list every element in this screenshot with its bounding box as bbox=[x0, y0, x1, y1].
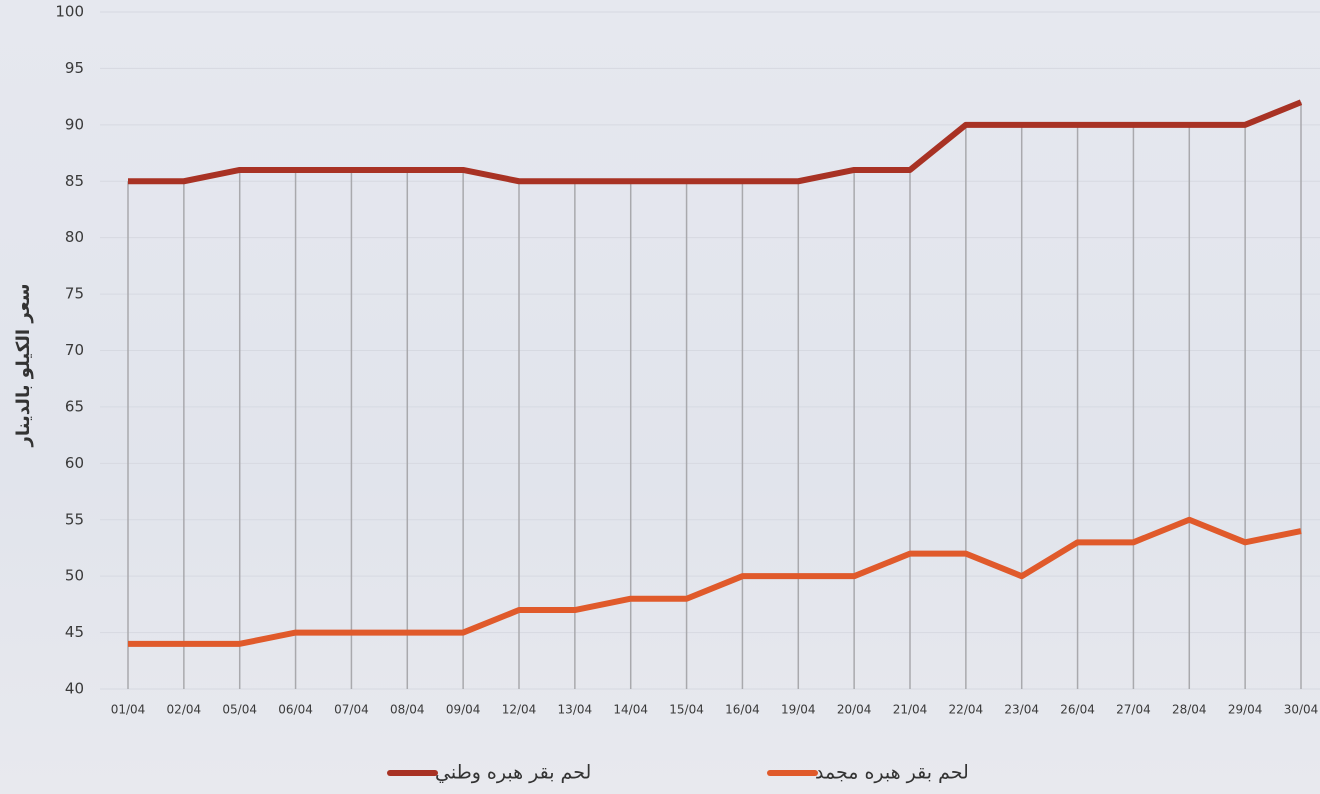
x-tick-label: 20/04 bbox=[837, 703, 872, 717]
x-tick-label: 07/04 bbox=[334, 703, 369, 717]
x-tick-label: 26/04 bbox=[1060, 703, 1095, 717]
x-tick-label: 16/04 bbox=[725, 703, 760, 717]
x-tick-label: 14/04 bbox=[613, 703, 648, 717]
y-tick-label: 50 bbox=[65, 567, 84, 585]
x-tick-label: 19/04 bbox=[781, 703, 816, 717]
y-tick-label: 90 bbox=[65, 115, 84, 133]
y-tick-label: 55 bbox=[65, 510, 84, 528]
x-tick-label: 23/04 bbox=[1004, 703, 1039, 717]
y-axis-label: سعر الكيلو بالدينار bbox=[13, 284, 34, 448]
x-tick-label: 08/04 bbox=[390, 703, 425, 717]
x-tick-label: 12/04 bbox=[502, 703, 537, 717]
y-tick-label: 80 bbox=[65, 228, 84, 246]
x-tick-label: 06/04 bbox=[278, 703, 313, 717]
x-tick-label: 09/04 bbox=[446, 703, 481, 717]
legend-label: لحم بقر هبره وطني bbox=[435, 762, 591, 784]
y-tick-label: 70 bbox=[65, 341, 84, 359]
x-tick-label: 05/04 bbox=[222, 703, 257, 717]
y-tick-label: 45 bbox=[65, 623, 84, 641]
x-tick-label: 22/04 bbox=[949, 703, 984, 717]
x-tick-label: 27/04 bbox=[1116, 703, 1151, 717]
series-line bbox=[128, 99, 1303, 185]
x-tick-label: 29/04 bbox=[1228, 703, 1263, 717]
x-tick-label: 15/04 bbox=[669, 703, 704, 717]
y-tick-label: 60 bbox=[65, 454, 84, 472]
series-line bbox=[128, 516, 1302, 647]
x-tick-label: 13/04 bbox=[558, 703, 593, 717]
x-tick-label: 21/04 bbox=[893, 703, 928, 717]
y-tick-label: 85 bbox=[65, 172, 84, 190]
y-tick-label: 75 bbox=[65, 285, 84, 303]
x-tick-label: 30/04 bbox=[1284, 703, 1319, 717]
x-tick-label: 02/04 bbox=[167, 703, 202, 717]
y-tick-label: 65 bbox=[65, 397, 84, 415]
legend-label: لحم بقر هبره مجمد bbox=[815, 762, 969, 784]
y-tick-label: 40 bbox=[65, 680, 84, 698]
x-tick-label: 28/04 bbox=[1172, 703, 1207, 717]
y-tick-label: 95 bbox=[65, 59, 84, 77]
y-tick-label: 100 bbox=[55, 3, 84, 21]
x-tick-label: 01/04 bbox=[111, 703, 146, 717]
